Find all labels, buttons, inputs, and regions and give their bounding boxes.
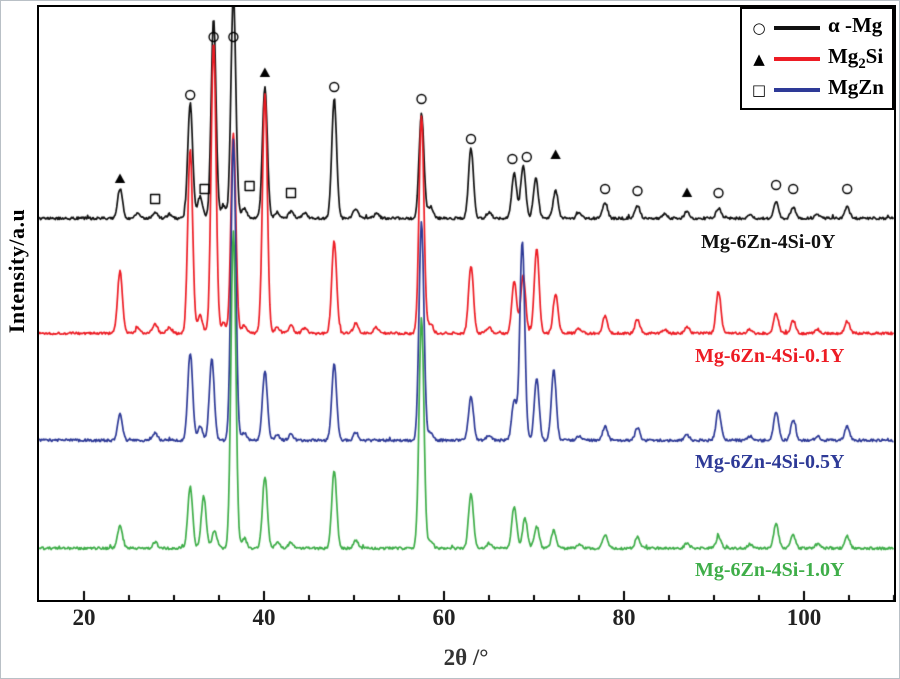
legend-label: MgZn [827, 74, 884, 99]
legend-item-mg2si: ▲ Mg2Si [748, 43, 884, 74]
series-label-0y: Mg-6Zn-4Si-0Y [701, 231, 836, 253]
triangle-marker-icon: ▲ [753, 49, 765, 68]
legend-item-alpha-mg: ○ α -Mg [748, 12, 884, 43]
legend-line-swatch [773, 87, 820, 92]
series-label-0-5y: Mg-6Zn-4Si-0.5Y [695, 451, 845, 473]
legend-item-mgzn: □ MgZn [748, 74, 884, 105]
legend-line-swatch [773, 25, 820, 30]
circle-marker-icon: ○ [752, 18, 766, 37]
y-axis-label: Intensity/a.u [4, 208, 29, 334]
legend: ○ α -Mg ▲ Mg2Si □ MgZn [739, 7, 894, 110]
x-tick-label: 80 [612, 605, 636, 630]
legend-label: Mg2Si [827, 43, 884, 73]
legend-label: α -Mg [827, 12, 883, 37]
x-tick-label: 100 [786, 605, 822, 630]
x-tick-label: 60 [432, 605, 456, 630]
series-label-0-1y: Mg-6Zn-4Si-0.1Y [695, 345, 845, 367]
x-tick-label: 20 [72, 605, 96, 630]
x-axis-label: 2θ /° [443, 645, 489, 670]
x-tick-labels: 20 40 60 80 100 [39, 605, 894, 633]
x-tick-label: 40 [252, 605, 276, 630]
series-label-1-0y: Mg-6Zn-4Si-1.0Y [695, 559, 845, 581]
plot-area: ○ α -Mg ▲ Mg2Si □ MgZn Mg-6Zn-4Si-0Y Mg-… [37, 5, 896, 602]
legend-line-swatch [773, 56, 820, 61]
square-marker-icon: □ [751, 80, 767, 99]
